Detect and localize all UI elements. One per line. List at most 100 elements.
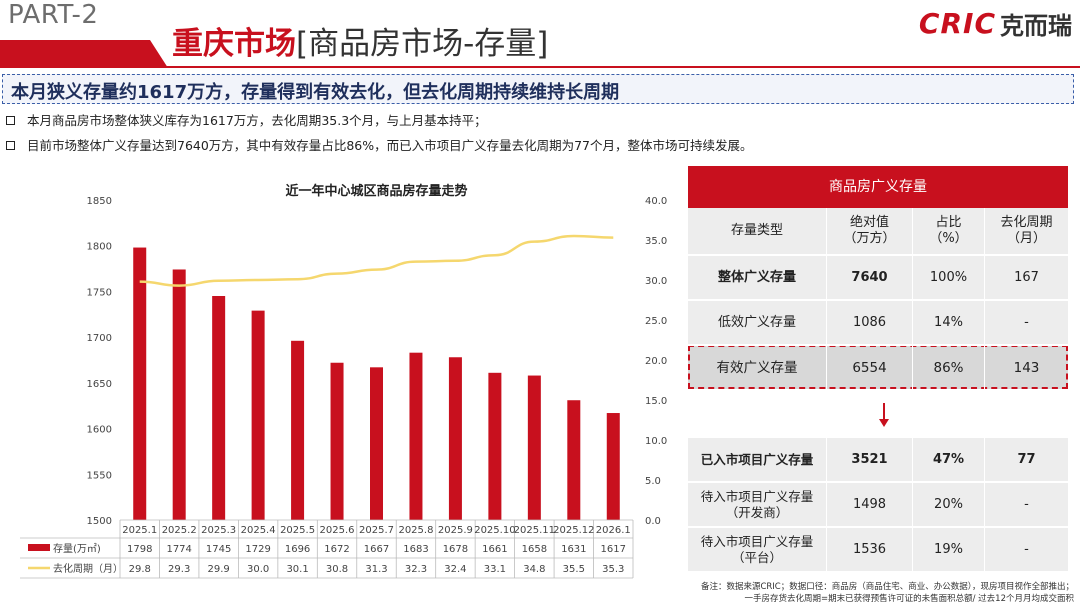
x-tick-label: 2025.9 bbox=[438, 525, 473, 536]
x-tick-label: 2025.7 bbox=[359, 525, 394, 536]
bar-2025.8 bbox=[409, 353, 422, 520]
line-data-label: 30.1 bbox=[286, 564, 308, 575]
line-data-label: 29.8 bbox=[129, 564, 151, 575]
x-tick-label: 2025.12 bbox=[553, 525, 594, 536]
y-left-tick-label: 1650 bbox=[87, 379, 112, 390]
table-cell: 低效广义存量 bbox=[688, 300, 826, 344]
bar-data-label: 1798 bbox=[127, 544, 152, 555]
bar-data-label: 1678 bbox=[443, 544, 468, 555]
x-tick-label: 2025.2 bbox=[162, 525, 197, 536]
line-data-label: 34.8 bbox=[523, 564, 545, 575]
bar-data-label: 1696 bbox=[285, 544, 310, 555]
table-cell: 1086 bbox=[826, 300, 912, 344]
line-data-label: 29.9 bbox=[208, 564, 230, 575]
table-cell: 1498 bbox=[826, 482, 912, 526]
bullet-item: 本月商品房市场整体狭义库存为1617万方，去化周期35.3个月，与上月基本持平； bbox=[6, 110, 487, 129]
bar-2025.10 bbox=[488, 373, 501, 520]
bar-data-label: 1661 bbox=[482, 544, 507, 555]
line-data-label: 32.4 bbox=[444, 564, 466, 575]
period-line bbox=[140, 236, 614, 286]
bar-2025.4 bbox=[252, 311, 265, 520]
table-cell: 6554 bbox=[826, 345, 912, 389]
bar-data-label: 1683 bbox=[403, 544, 428, 555]
y-left-tick-label: 1800 bbox=[87, 242, 112, 253]
title-tab bbox=[0, 40, 168, 68]
page-title: 重庆市场[商品房市场-存量] bbox=[172, 18, 548, 63]
footnote-formula: 一手房存货去化周期=期末已获得预售许可证的未售面积总额/ 过去12个月月均成交面… bbox=[744, 592, 1074, 604]
table-header-cell: 存量类型 bbox=[688, 208, 826, 254]
table-cell: 167 bbox=[984, 255, 1068, 299]
table-cell: 86% bbox=[912, 345, 984, 389]
bar-data-label: 1774 bbox=[166, 544, 191, 555]
headline-text: 本月狭义存量约1617万方，存量得到有效去化，但去化周期持续维持长周期 bbox=[11, 78, 619, 104]
table-cell: - bbox=[984, 300, 1068, 344]
logo-cric-text: CRIC bbox=[919, 7, 996, 40]
brand-logo: CRIC 克而瑞 bbox=[919, 6, 1072, 40]
line-data-label: 32.3 bbox=[405, 564, 427, 575]
table-cell: 待入市项目广义存量（开发商） bbox=[688, 482, 826, 526]
bar-2025.11 bbox=[528, 376, 541, 520]
square-bullet-icon bbox=[6, 141, 15, 150]
table-cell: 整体广义存量 bbox=[688, 255, 826, 299]
headline-box: 本月狭义存量约1617万方，存量得到有效去化，但去化周期持续维持长周期 bbox=[2, 74, 1074, 104]
y-left-tick-label: 1700 bbox=[87, 333, 112, 344]
y-right-tick-label: 25.0 bbox=[645, 316, 667, 327]
x-tick-label: 2026.1 bbox=[596, 525, 631, 536]
bar-2026.1 bbox=[607, 413, 620, 520]
line-data-label: 33.1 bbox=[484, 564, 506, 575]
y-right-tick-label: 10.0 bbox=[645, 436, 667, 447]
x-tick-label: 2025.5 bbox=[280, 525, 315, 536]
x-tick-label: 2025.11 bbox=[514, 525, 555, 536]
table-cell: 有效广义存量 bbox=[688, 345, 826, 389]
bar-2025.3 bbox=[212, 296, 225, 520]
line-data-label: 35.3 bbox=[602, 564, 624, 575]
bar-2025.5 bbox=[291, 341, 304, 520]
table-cell: 待入市项目广义存量（平台） bbox=[688, 527, 826, 571]
table-cell: 47% bbox=[912, 437, 984, 481]
table-header-cell: 占比 （%） bbox=[912, 208, 984, 254]
y-right-tick-label: 5.0 bbox=[645, 476, 661, 487]
line-data-label: 30.8 bbox=[326, 564, 348, 575]
x-tick-label: 2025.10 bbox=[474, 525, 515, 536]
line-data-label: 30.0 bbox=[247, 564, 269, 575]
legend-bar-swatch bbox=[28, 544, 50, 551]
bar-data-label: 1667 bbox=[364, 544, 389, 555]
line-data-label: 29.3 bbox=[168, 564, 190, 575]
x-tick-label: 2025.3 bbox=[201, 525, 236, 536]
table-header-cell: 去化周期 （月） bbox=[984, 208, 1068, 254]
table-cell: 1536 bbox=[826, 527, 912, 571]
bullet-text: 本月商品房市场整体狭义库存为1617万方，去化周期35.3个月，与上月基本持平； bbox=[27, 113, 487, 128]
y-left-tick-label: 1500 bbox=[87, 516, 112, 527]
bar-data-label: 1617 bbox=[601, 544, 626, 555]
table-cell: 143 bbox=[984, 345, 1068, 389]
bar-2025.12 bbox=[567, 400, 580, 520]
bullet-text: 目前市场整体广义存量达到7640万方，其中有效存量占比86%，而已入市项目广义存… bbox=[27, 138, 753, 153]
line-data-label: 35.5 bbox=[563, 564, 585, 575]
table-cell: 7640 bbox=[826, 255, 912, 299]
part-label: PART-2 bbox=[8, 0, 98, 30]
stock-trend-chart: 近一年中心城区商品房存量走势 1500 1550 1600 1650 1700 1750 18… bbox=[0, 170, 680, 585]
table-title: 商品房广义存量 bbox=[688, 166, 1068, 208]
table-cell: 77 bbox=[984, 437, 1068, 481]
page-title-main: 重庆市场 bbox=[172, 26, 296, 62]
legend-line-label: 去化周期（月） bbox=[53, 562, 123, 575]
y-left-tick-label: 1550 bbox=[87, 470, 112, 481]
y-left-tick-label: 1600 bbox=[87, 425, 112, 436]
bullet-item: 目前市场整体广义存量达到7640万方，其中有效存量占比86%，而已入市项目广义存… bbox=[6, 135, 753, 154]
bar-2025.9 bbox=[449, 357, 462, 520]
bar-data-label: 1631 bbox=[561, 544, 586, 555]
bar-2025.1 bbox=[133, 248, 146, 520]
y-right-tick-label: 40.0 bbox=[645, 196, 667, 207]
y-right-tick-label: 35.0 bbox=[645, 236, 667, 247]
y-right-tick-label: 0.0 bbox=[645, 516, 661, 527]
square-bullet-icon bbox=[6, 116, 15, 125]
y-left-tick-label: 1850 bbox=[87, 196, 112, 207]
x-tick-label: 2025.8 bbox=[398, 525, 433, 536]
bar-data-label: 1658 bbox=[522, 544, 547, 555]
chart-title: 近一年中心城区商品房存量走势 bbox=[285, 183, 467, 199]
table-cell: 已入市项目广义存量 bbox=[688, 437, 826, 481]
y-right-tick-label: 20.0 bbox=[645, 356, 667, 367]
y-left-tick-label: 1750 bbox=[87, 287, 112, 298]
arrow-head-icon bbox=[879, 419, 889, 427]
bar-2025.7 bbox=[370, 367, 383, 520]
